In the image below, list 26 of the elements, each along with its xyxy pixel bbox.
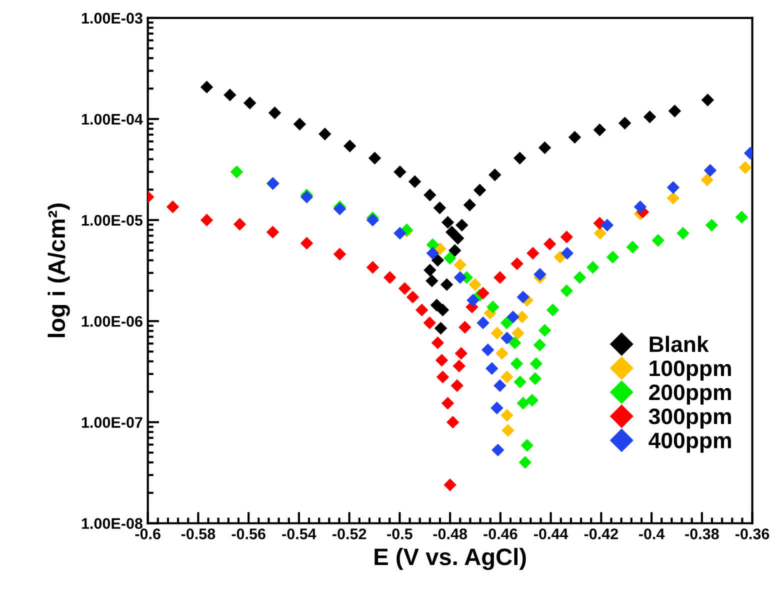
y-tick-label: 1.00E-07: [82, 417, 142, 428]
legend-label: 200ppm: [649, 384, 731, 405]
x-tick-label: -0.58: [181, 528, 216, 540]
legend-label: 100ppm: [650, 360, 731, 381]
legend-label: 300ppm: [648, 408, 731, 429]
x-tick-label: -0.38: [685, 528, 719, 540]
x-tick-label: -0.6: [135, 528, 160, 540]
x-tick-label: -0.54: [282, 528, 316, 540]
x-tick-label: -0.4: [638, 528, 665, 540]
x-tick-label: -0.48: [433, 528, 468, 540]
y-tick-label: 1.00E-06: [82, 316, 142, 327]
y-tick-label: 1.00E-08: [82, 518, 143, 529]
x-tick-label: -0.36: [735, 528, 770, 540]
y-tick-label: 1.00E-04: [82, 114, 143, 125]
x-tick-label: -0.44: [534, 528, 568, 540]
y-axis-title: log i (A/cm²): [48, 204, 70, 338]
y-tick-label: 1.00E-05: [82, 214, 143, 226]
y-tick-label: 1.00E-03: [82, 12, 142, 24]
legend-label: Blank: [650, 336, 709, 352]
x-tick-label: -0.52: [332, 528, 366, 540]
x-tick-label: -0.5: [387, 528, 412, 540]
x-tick-label: -0.46: [484, 528, 518, 540]
x-axis-title: E (V vs. AgCl): [374, 548, 526, 570]
legend-label: 400ppm: [648, 432, 731, 453]
x-tick-label: -0.42: [584, 528, 618, 540]
x-tick-label: -0.56: [232, 528, 266, 540]
